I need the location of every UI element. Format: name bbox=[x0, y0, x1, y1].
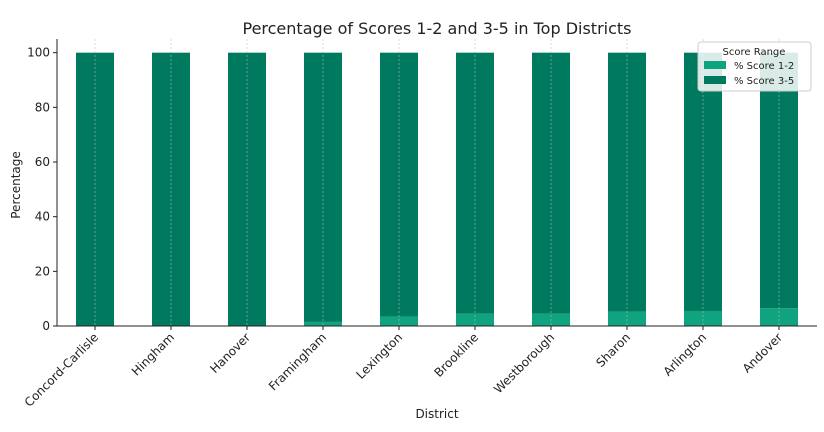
y-tick-label: 0 bbox=[42, 319, 50, 333]
bar-segment-score-3-5-concord-carlisle bbox=[76, 52, 114, 327]
x-tick-label-andover: Andover bbox=[740, 330, 785, 375]
x-tick-label-sharon: Sharon bbox=[593, 330, 633, 370]
bar-segment-score-1-2-lexington bbox=[380, 316, 418, 326]
x-tick-label-lexington: Lexington bbox=[354, 330, 406, 382]
y-axis-label: Percentage bbox=[9, 151, 23, 219]
y-tick-label: 80 bbox=[35, 100, 50, 114]
x-tick-label-framingham: Framingham bbox=[266, 330, 329, 393]
grid-layer bbox=[94, 39, 780, 326]
x-tick-label-hingham: Hingham bbox=[129, 330, 177, 378]
y-tick-label: 60 bbox=[35, 155, 50, 169]
legend-swatch-score-1-2 bbox=[704, 61, 726, 69]
bar-segment-score-1-2-andover bbox=[760, 308, 798, 326]
y-tick-label: 20 bbox=[35, 264, 50, 278]
x-tick-label-arlington: Arlington bbox=[661, 330, 710, 379]
x-tick-label-brookline: Brookline bbox=[431, 330, 481, 380]
y-tick-label: 100 bbox=[27, 46, 50, 60]
bar-segment-score-1-2-arlington bbox=[684, 310, 722, 326]
legend-swatch-score-3-5 bbox=[704, 76, 726, 84]
x-axis-label: District bbox=[415, 407, 458, 421]
legend-title: Score Range bbox=[723, 47, 786, 58]
x-tick-label-concord-carlisle: Concord-Carlisle bbox=[22, 330, 101, 409]
chart-title: Percentage of Scores 1-2 and 3-5 in Top … bbox=[242, 19, 631, 38]
legend-box bbox=[697, 41, 812, 92]
x-tick-label-westborough: Westborough bbox=[491, 330, 557, 396]
y-tick-label: 40 bbox=[35, 210, 50, 224]
legend-label-score-1-2: % Score 1-2 bbox=[734, 61, 794, 72]
bar-segment-score-3-5-hingham bbox=[152, 52, 190, 327]
bar-segment-score-1-2-sharon bbox=[608, 311, 646, 326]
legend: Score Range % Score 1-2 % Score 3-5 bbox=[697, 41, 812, 92]
bar-segment-score-3-5-hanover bbox=[228, 52, 266, 327]
x-tick-label-hanover: Hanover bbox=[207, 330, 253, 376]
legend-label-score-3-5: % Score 3-5 bbox=[734, 76, 794, 87]
bars-layer bbox=[76, 52, 798, 327]
